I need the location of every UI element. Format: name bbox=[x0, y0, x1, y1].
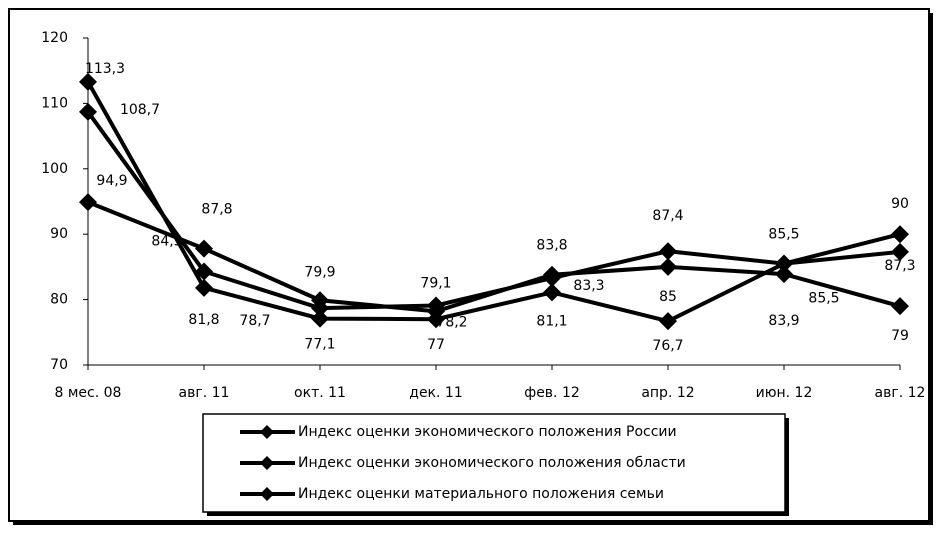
x-tick-label: дек. 11 bbox=[409, 385, 462, 401]
legend-marker bbox=[260, 456, 274, 470]
data-label: 78,7 bbox=[239, 313, 270, 329]
y-tick-label: 70 bbox=[50, 357, 68, 373]
data-label: 90 bbox=[891, 196, 909, 212]
data-label: 85,5 bbox=[808, 291, 839, 307]
data-label: 87,8 bbox=[201, 202, 232, 218]
legend-marker bbox=[260, 425, 274, 439]
x-tick-label: фев. 12 bbox=[524, 385, 580, 401]
point bbox=[79, 193, 97, 212]
data-label: 85 bbox=[659, 289, 677, 305]
data-label: 84,3 bbox=[151, 233, 182, 249]
point bbox=[659, 312, 677, 331]
legend-label: Индекс оценки материального положения се… bbox=[298, 486, 664, 502]
point bbox=[195, 278, 213, 297]
x-tick-label: апр. 12 bbox=[641, 385, 694, 401]
point bbox=[543, 269, 561, 288]
point bbox=[891, 242, 909, 261]
x-tick-label: июн. 12 bbox=[756, 385, 813, 401]
x-tick-label: окт. 11 bbox=[294, 385, 346, 401]
data-label: 78,2 bbox=[436, 314, 467, 330]
data-label: 108,7 bbox=[120, 102, 160, 118]
legend-label: Индекс оценки экономического положения о… bbox=[298, 455, 686, 471]
point bbox=[775, 254, 793, 273]
data-label: 79,1 bbox=[420, 275, 451, 291]
y-tick-label: 110 bbox=[41, 95, 68, 111]
data-label: 79,9 bbox=[304, 264, 335, 280]
y-tick-label: 90 bbox=[50, 226, 68, 242]
point bbox=[79, 102, 97, 121]
point bbox=[427, 296, 445, 315]
data-label: 94,9 bbox=[96, 173, 127, 189]
data-label: 113,3 bbox=[85, 61, 125, 77]
data-label: 81,1 bbox=[536, 313, 567, 329]
point bbox=[311, 309, 329, 328]
point bbox=[195, 262, 213, 281]
data-label: 83,3 bbox=[573, 278, 604, 294]
point bbox=[79, 72, 97, 91]
data-label: 79 bbox=[891, 328, 909, 344]
point bbox=[891, 225, 909, 244]
data-label: 77 bbox=[427, 337, 445, 353]
point bbox=[659, 257, 677, 276]
legend-label: Индекс оценки экономического положения Р… bbox=[298, 424, 677, 440]
legend-marker bbox=[260, 487, 274, 501]
data-label: 85,5 bbox=[768, 227, 799, 243]
x-tick-label: 8 мес. 08 bbox=[55, 385, 122, 401]
data-label: 76,7 bbox=[652, 338, 683, 354]
x-tick-label: авг. 12 bbox=[875, 385, 926, 401]
point bbox=[195, 239, 213, 258]
data-label: 83,8 bbox=[536, 238, 567, 254]
data-label: 77,1 bbox=[304, 337, 335, 353]
x-tick-label: авг. 11 bbox=[179, 385, 230, 401]
series-line bbox=[86, 110, 901, 311]
point bbox=[891, 297, 909, 316]
y-tick-label: 80 bbox=[50, 292, 68, 308]
legend bbox=[202, 413, 786, 513]
point bbox=[659, 242, 677, 261]
data-label: 81,8 bbox=[188, 312, 219, 328]
y-tick-label: 120 bbox=[41, 30, 68, 46]
data-label: 87,3 bbox=[884, 258, 915, 274]
point bbox=[543, 283, 561, 302]
point bbox=[775, 265, 793, 284]
data-label: 87,4 bbox=[652, 208, 683, 224]
y-tick-label: 100 bbox=[41, 161, 68, 177]
point bbox=[311, 299, 329, 318]
data-label: 83,9 bbox=[768, 313, 799, 329]
